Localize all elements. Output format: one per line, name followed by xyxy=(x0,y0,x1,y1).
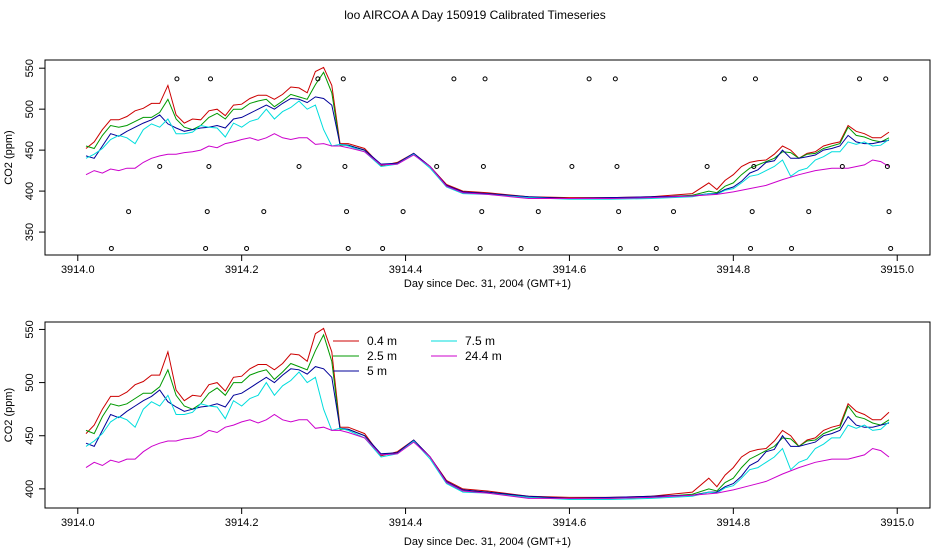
data-point xyxy=(586,76,592,82)
x-tick-label: 3914.8 xyxy=(717,517,751,529)
data-point xyxy=(482,76,488,82)
x-tick-label: 3914.2 xyxy=(225,264,259,276)
data-point xyxy=(315,76,321,82)
x-tick-label: 3914.8 xyxy=(717,264,751,276)
series-line-5 xyxy=(85,413,890,499)
data-point xyxy=(108,245,114,251)
data-point xyxy=(888,245,894,251)
y-tick-label: 500 xyxy=(24,100,36,118)
data-point xyxy=(342,164,348,170)
data-point xyxy=(174,76,180,82)
data-point xyxy=(400,209,406,215)
x-tick-label: 3914.4 xyxy=(389,264,423,276)
data-point xyxy=(616,209,622,215)
x-tick-label: 3914.4 xyxy=(389,517,423,529)
y-tick-label: 450 xyxy=(24,141,36,159)
data-point xyxy=(206,164,212,170)
panel-2: 3914.0 3914.2 3914.4 3914.6 3914.8 3915.0 400 4… xyxy=(3,320,931,548)
legend-label: 0.4 m xyxy=(367,334,397,348)
x-tick-label: 3915.0 xyxy=(880,264,914,276)
data-point xyxy=(434,164,440,170)
plot-frame xyxy=(44,59,931,256)
data-point xyxy=(704,164,710,170)
data-point xyxy=(839,164,845,170)
series-line-1 xyxy=(85,66,890,199)
data-point xyxy=(480,164,486,170)
data-point xyxy=(612,76,618,82)
data-point xyxy=(749,209,755,215)
data-point xyxy=(751,164,757,170)
data-point xyxy=(126,209,132,215)
data-point xyxy=(806,209,812,215)
data-point xyxy=(614,164,620,170)
data-point xyxy=(569,164,575,170)
series-line-3 xyxy=(85,366,890,499)
data-point xyxy=(261,209,267,215)
data-point xyxy=(789,245,795,251)
data-point xyxy=(883,76,889,82)
legend-label: 7.5 m xyxy=(465,334,495,348)
legend-label: 2.5 m xyxy=(367,349,397,363)
data-point xyxy=(344,209,350,215)
series-line-2 xyxy=(85,71,890,199)
y-tick-label: 400 xyxy=(24,182,36,200)
data-point xyxy=(752,76,758,82)
data-point xyxy=(345,245,351,251)
x-tick-label: 3914.6 xyxy=(553,264,587,276)
chart-title: loo AIRCOA A Day 150919 Calibrated Times… xyxy=(344,8,605,22)
data-point xyxy=(296,164,302,170)
y-axis-label: CO2 (ppm) xyxy=(3,388,15,442)
data-point xyxy=(204,209,210,215)
data-point xyxy=(671,209,677,215)
y-axis-label: CO2 (ppm) xyxy=(3,130,15,184)
x-axis-label: Day since Dec. 31, 2004 (GMT+1) xyxy=(404,278,571,290)
panel-1: 3914.0 3914.2 3914.4 3914.6 3914.8 3915.0 350 4… xyxy=(3,59,931,290)
data-point xyxy=(340,76,346,82)
x-tick-label: 3914.6 xyxy=(553,517,587,529)
data-point xyxy=(477,245,483,251)
data-point xyxy=(721,76,727,82)
data-point xyxy=(208,76,214,82)
series-line-4 xyxy=(85,100,890,200)
x-axis-label: Day since Dec. 31, 2004 (GMT+1) xyxy=(404,536,571,548)
data-point xyxy=(886,209,892,215)
y-tick-label: 500 xyxy=(24,373,36,391)
y-tick-label: 450 xyxy=(24,427,36,445)
y-tick-label: 550 xyxy=(24,59,36,77)
data-point xyxy=(653,245,659,251)
series-line-4 xyxy=(85,371,890,500)
x-tick-label: 3914.0 xyxy=(61,517,95,529)
data-point xyxy=(535,209,541,215)
series-line-3 xyxy=(85,96,890,200)
x-tick-label: 3914.0 xyxy=(61,264,95,276)
data-point xyxy=(451,76,457,82)
y-tick-label: 350 xyxy=(24,223,36,241)
data-point xyxy=(380,245,386,251)
y-tick-label: 400 xyxy=(24,480,36,498)
data-point xyxy=(203,245,209,251)
data-point xyxy=(748,245,754,251)
plot-frame xyxy=(44,321,931,509)
y-tick-label: 550 xyxy=(24,320,36,338)
legend-label: 24.4 m xyxy=(465,349,502,363)
data-point xyxy=(157,164,163,170)
series-line-1 xyxy=(85,327,890,498)
data-point xyxy=(617,245,623,251)
data-point xyxy=(518,245,524,251)
data-point xyxy=(479,209,485,215)
data-point xyxy=(884,164,890,170)
x-tick-label: 3914.2 xyxy=(225,517,259,529)
x-tick-label: 3915.0 xyxy=(880,517,914,529)
data-point xyxy=(244,245,250,251)
legend-label: 5 m xyxy=(367,364,387,378)
series-line-5 xyxy=(85,133,890,199)
data-point xyxy=(857,76,863,82)
